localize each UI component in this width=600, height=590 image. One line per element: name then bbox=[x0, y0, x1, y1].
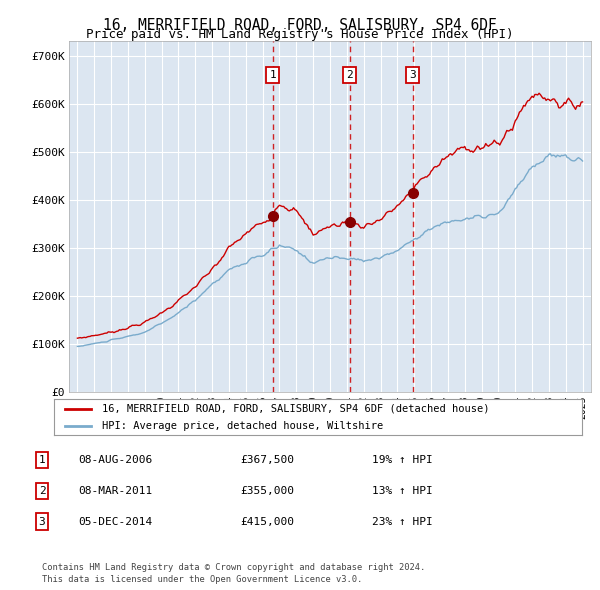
Text: 3: 3 bbox=[409, 70, 416, 80]
Text: 13% ↑ HPI: 13% ↑ HPI bbox=[372, 486, 433, 496]
Text: Price paid vs. HM Land Registry's House Price Index (HPI): Price paid vs. HM Land Registry's House … bbox=[86, 28, 514, 41]
Text: 1: 1 bbox=[38, 455, 46, 465]
Text: 19% ↑ HPI: 19% ↑ HPI bbox=[372, 455, 433, 465]
Text: 08-AUG-2006: 08-AUG-2006 bbox=[78, 455, 152, 465]
Text: 2: 2 bbox=[346, 70, 353, 80]
Text: £367,500: £367,500 bbox=[240, 455, 294, 465]
Text: 2: 2 bbox=[38, 486, 46, 496]
Text: 16, MERRIFIELD ROAD, FORD, SALISBURY, SP4 6DF: 16, MERRIFIELD ROAD, FORD, SALISBURY, SP… bbox=[103, 18, 497, 32]
Text: £355,000: £355,000 bbox=[240, 486, 294, 496]
Text: 16, MERRIFIELD ROAD, FORD, SALISBURY, SP4 6DF (detached house): 16, MERRIFIELD ROAD, FORD, SALISBURY, SP… bbox=[101, 404, 489, 414]
Text: Contains HM Land Registry data © Crown copyright and database right 2024.
This d: Contains HM Land Registry data © Crown c… bbox=[42, 563, 425, 584]
Text: 08-MAR-2011: 08-MAR-2011 bbox=[78, 486, 152, 496]
Text: 05-DEC-2014: 05-DEC-2014 bbox=[78, 517, 152, 526]
Text: £415,000: £415,000 bbox=[240, 517, 294, 526]
Text: HPI: Average price, detached house, Wiltshire: HPI: Average price, detached house, Wilt… bbox=[101, 421, 383, 431]
Text: 3: 3 bbox=[38, 517, 46, 526]
Text: 1: 1 bbox=[269, 70, 276, 80]
Text: 23% ↑ HPI: 23% ↑ HPI bbox=[372, 517, 433, 526]
